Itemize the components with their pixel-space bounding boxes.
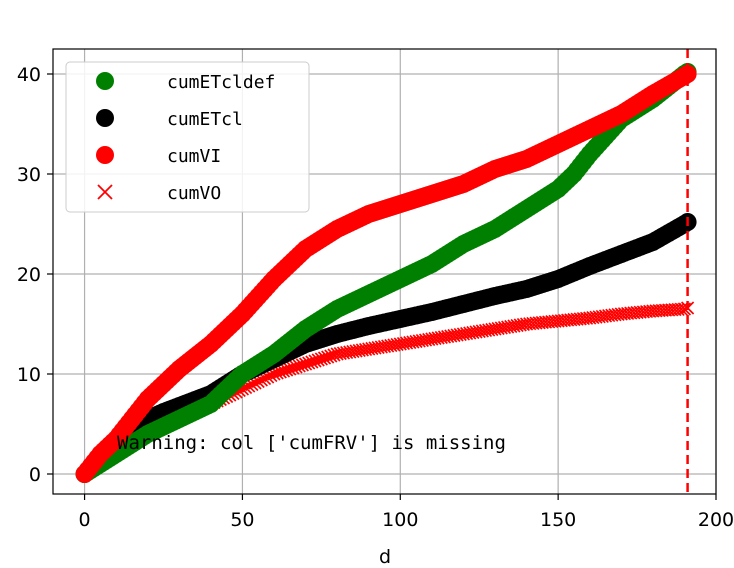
x-marker-stroke — [251, 374, 265, 389]
x-marker-stroke — [665, 303, 679, 317]
x-marker-stroke — [649, 304, 663, 318]
x-tick-label: 200 — [698, 509, 734, 531]
x-marker-stroke — [245, 377, 259, 392]
legend-marker — [96, 72, 114, 90]
x-tick-label: 0 — [79, 509, 91, 531]
x-marker-stroke — [261, 370, 275, 384]
y-tick-label: 40 — [17, 64, 41, 86]
x-marker-stroke — [655, 303, 669, 317]
legend-x-marker — [97, 184, 113, 200]
legend-label: cumVO — [167, 183, 221, 204]
legend-label: cumETcl — [167, 109, 243, 130]
x-marker-stroke — [242, 379, 256, 393]
x-marker-stroke — [235, 382, 249, 396]
y-tick-label: 20 — [17, 264, 41, 286]
y-tick-label: 10 — [17, 364, 41, 386]
x-tick-label: 50 — [230, 509, 254, 531]
legend-marker — [96, 109, 114, 127]
x-marker-stroke — [646, 304, 660, 318]
y-tick-label: 30 — [17, 164, 41, 186]
legend-marker — [96, 146, 114, 164]
x-marker-stroke — [248, 376, 262, 390]
x-marker-stroke — [671, 302, 685, 316]
series-cumETcldef — [75, 63, 697, 483]
x-marker-stroke — [643, 304, 657, 318]
series-cumVI — [75, 65, 697, 483]
x-marker-stroke — [232, 383, 246, 398]
legend-item-cumVO: cumVO — [97, 183, 221, 204]
x-marker-stroke — [658, 303, 673, 317]
x-marker-stroke — [239, 380, 253, 395]
legend-item-cumVI: cumVI — [96, 146, 221, 167]
warning-annotation: Warning: col ['cumFRV'] is missing — [117, 432, 506, 454]
legend-item-cumETcldef: cumETcldef — [96, 72, 275, 93]
data-point — [678, 65, 697, 83]
legend: cumETcldef cumETcl cumVI cumVO — [65, 61, 310, 213]
legend-box — [65, 61, 310, 213]
x-axis-label: d — [379, 546, 391, 568]
x-tick-label: 150 — [540, 509, 576, 531]
x-marker-stroke — [257, 371, 272, 386]
x-marker-stroke — [662, 303, 676, 317]
x-marker-stroke — [668, 303, 682, 317]
x-tick-label: 100 — [382, 509, 418, 531]
x-marker-stroke — [652, 304, 666, 318]
legend-item-cumETcl: cumETcl — [96, 109, 243, 130]
legend-label: cumVI — [167, 146, 221, 167]
legend-label: cumETcldef — [167, 72, 275, 93]
x-marker-stroke — [254, 373, 268, 387]
series-layer — [75, 63, 697, 483]
plot-frame — [52, 48, 717, 495]
y-tick-label: 0 — [29, 464, 41, 486]
axis-ticks: 0 50 100 150 200 0 10 20 30 40 — [17, 64, 734, 531]
